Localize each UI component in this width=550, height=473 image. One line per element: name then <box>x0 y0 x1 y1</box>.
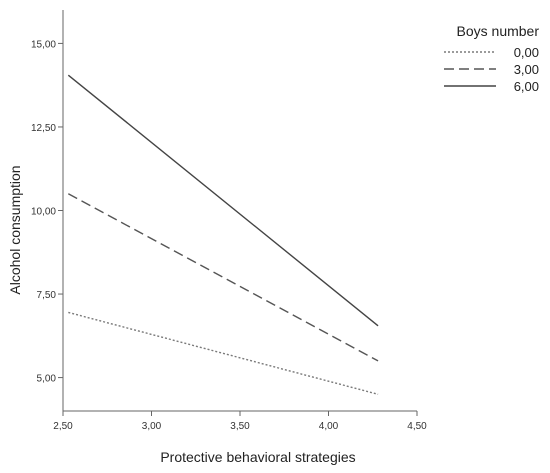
y-axis-title: Alcohol consumption <box>7 165 23 294</box>
x-tick-label: 2,50 <box>53 421 73 432</box>
x-tick-label: 4,00 <box>319 421 339 432</box>
y-tick-label: 15,00 <box>31 39 56 50</box>
series-line-1 <box>67 193 379 362</box>
y-tick-label: 7,50 <box>37 290 57 301</box>
legend-label-2: 6,00 <box>514 79 539 94</box>
y-axis-ticks: 5,00 7,50 10,00 12,50 15,00 <box>31 39 63 385</box>
legend-label-0: 0,00 <box>514 45 539 60</box>
series-line-2 <box>67 74 379 327</box>
series-line-0 <box>68 311 379 395</box>
y-tick-label: 10,00 <box>31 207 56 218</box>
x-tick-label: 3,00 <box>142 421 162 432</box>
y-tick-label: 12,50 <box>31 123 56 134</box>
x-tick-label: 4,50 <box>407 421 427 432</box>
x-tick-label: 3,50 <box>230 421 250 432</box>
axes <box>62 10 417 412</box>
x-axis-title: Protective behavioral strategies <box>160 449 355 465</box>
series-lines <box>67 74 379 395</box>
x-axis-ticks: 2,50 3,00 3,50 4,00 4,50 <box>53 411 427 432</box>
legend: Boys number 0,00 3,00 6,00 <box>444 23 539 94</box>
y-tick-label: 5,00 <box>37 374 57 385</box>
legend-title: Boys number <box>457 23 540 39</box>
legend-label-1: 3,00 <box>514 62 539 77</box>
